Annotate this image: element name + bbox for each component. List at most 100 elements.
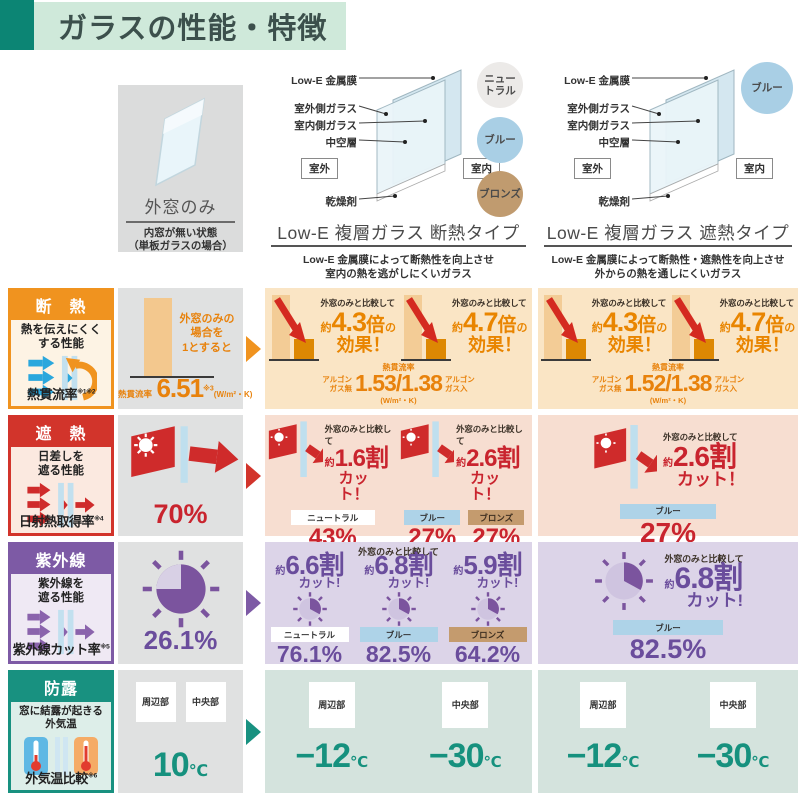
metric-label: 外気温比較※6 bbox=[25, 771, 97, 786]
cut-value: 約6.8割 bbox=[664, 561, 744, 595]
uvalue-unit: (W/m²・K) bbox=[380, 396, 417, 405]
center-label: 中央部 bbox=[185, 682, 226, 722]
uvalue-value: 1.53/1.38 bbox=[355, 370, 443, 397]
uv-sun-pie-icon bbox=[142, 550, 220, 628]
label-outer-glass: 室外側ガラス bbox=[567, 103, 630, 115]
compare-note: 外窓のみと比較して bbox=[663, 432, 738, 442]
cut-word: カット！ bbox=[677, 469, 745, 489]
single-glass-icon bbox=[155, 97, 205, 187]
temp-panel: 中央部 −30℃ bbox=[668, 670, 798, 793]
divider bbox=[544, 245, 792, 247]
baseline-temp: 10℃ bbox=[152, 746, 209, 784]
cut-panel: 外窓のみと比較して 約1.6割 カット！ ニュートラル 43% bbox=[267, 421, 399, 550]
metric-label: 日射熱取得率※4 bbox=[19, 514, 103, 529]
swatch-bronze: ブロンズ bbox=[477, 171, 523, 217]
baseline-value: 26.1% bbox=[143, 625, 218, 655]
baseline-cell-uv: 26.1% bbox=[118, 542, 243, 664]
row-header: 紫外線 bbox=[11, 545, 111, 574]
compare-note: 外窓のみと比較して bbox=[451, 298, 527, 308]
insulation-cell-insulation-type: 外窓のみと比較して 約4.3倍の 効果！ 外窓のみと比較して bbox=[265, 288, 532, 409]
label-outer-glass: 室外側ガラス bbox=[294, 103, 357, 115]
cut-word: カット！ bbox=[338, 469, 369, 504]
effect-word: 効果！ bbox=[607, 334, 662, 355]
temp-panel: 中央部 −30℃ bbox=[399, 670, 533, 793]
heat-shield-cell-shield-type: 外窓のみと比較して 約2.6割 カット！ ブルー 27% bbox=[538, 415, 798, 547]
color-pill-bronze: ブロンズ bbox=[468, 510, 525, 526]
cut-value: 約5.9割 bbox=[453, 550, 522, 580]
bar-drop-icon bbox=[400, 295, 451, 361]
swatch-blue: ブルー bbox=[477, 117, 523, 163]
uv-sun-pie-icon bbox=[470, 592, 505, 626]
insulation-type-title: Low-E 複層ガラス 断熱タイプ bbox=[277, 223, 520, 243]
row-desc: 紫外線を 遮る性能 bbox=[38, 578, 84, 605]
color-pill-neutral: ニュートラル bbox=[290, 510, 375, 526]
double-glass-diagram bbox=[358, 69, 462, 202]
baseline-bar bbox=[144, 298, 172, 376]
result-value: 64.2% bbox=[454, 641, 521, 668]
effect-panel: 外窓のみと比較して 約4.7倍の 効果！ bbox=[668, 293, 795, 369]
baseline-column-header: 外窓のみ 内窓が無い状態 （単板ガラスの場合） bbox=[118, 85, 243, 252]
insulation-type-desc: Low-E 金属膜によって断熱性を向上させ 室内の熱を逃がしにくいガラス bbox=[302, 254, 495, 281]
edge-label: 周辺部 bbox=[135, 682, 176, 722]
bar-drop-icon bbox=[668, 295, 719, 361]
effect-panel: 外窓のみと比較して 約4.7倍の 効果！ bbox=[400, 293, 528, 369]
compare-note: 外窓のみと比較して bbox=[664, 553, 744, 564]
insulation-icon bbox=[28, 355, 97, 401]
arrow-right-icon bbox=[246, 590, 261, 616]
swatch-neutral: ニュー トラル bbox=[477, 62, 523, 108]
divider bbox=[126, 221, 235, 223]
heat-shield-icon bbox=[27, 482, 95, 527]
argon-without-label: アルゴン ガス無 bbox=[591, 375, 622, 394]
temp-value: −12℃ bbox=[566, 737, 640, 775]
insulation-cell-shield-type: 外窓のみと比較して 約4.3倍の 効果！ 外窓のみと比較して bbox=[538, 288, 798, 409]
label-air-layer: 中空層 bbox=[598, 137, 631, 149]
baseline-value: 70% bbox=[153, 499, 208, 529]
divider bbox=[271, 245, 526, 247]
compare-note: 外窓のみと比較して bbox=[324, 424, 392, 446]
compare-note: 外窓のみと比較して bbox=[591, 298, 667, 308]
temp-value: −30℃ bbox=[428, 737, 502, 775]
argon-with-label: アルゴン ガス入 bbox=[444, 375, 475, 394]
sun-panel-icon bbox=[594, 425, 657, 489]
row-header: 断 熱 bbox=[11, 291, 111, 320]
cut-word: カット! bbox=[387, 576, 430, 591]
swatch-blue: ブルー bbox=[741, 62, 793, 114]
row-header: 防露 bbox=[11, 673, 111, 702]
row-desc: 窓に結露が起きる 外気温 bbox=[19, 705, 103, 731]
uv-sun-pie-icon bbox=[381, 592, 416, 626]
sun-panel-icon bbox=[131, 426, 239, 483]
bar-drop-icon bbox=[540, 295, 591, 361]
uv-cell-insulation-type: 外窓のみと比較して 約6.6割 カット! bbox=[265, 542, 532, 668]
row-desc: 日差しを 遮る性能 bbox=[38, 451, 84, 478]
result: ブルー 27% bbox=[620, 501, 716, 547]
label-lowe-film: Low-E 金属膜 bbox=[291, 75, 357, 87]
cut-panel: 外窓のみと比較して 約2.6割 カット！ ブルー 27% ブロンズ 27% bbox=[399, 421, 531, 550]
page-title: ガラスの性能・特徴 bbox=[58, 13, 328, 45]
result-value: 82.5% bbox=[629, 634, 707, 664]
condensation-label-box: 防露 窓に結露が起きる 外気温 外気温比較※6 bbox=[8, 670, 114, 793]
label-desiccant: 乾燥剤 bbox=[325, 196, 358, 208]
insulation-label-box: 断 熱 熱を伝えにくく する性能 熱貫流率※1※2 bbox=[8, 288, 114, 409]
baseline-axis bbox=[130, 376, 214, 378]
effect-value: 約4.7倍の bbox=[451, 307, 528, 337]
arrow-right-icon bbox=[246, 462, 261, 489]
label-inner-glass: 室内側ガラス bbox=[567, 120, 630, 132]
color-pill-blue: ブルー bbox=[620, 503, 716, 519]
uvalue-value: 1.52/1.38 bbox=[624, 370, 713, 397]
uvalue-label: 熱貫流率 bbox=[651, 363, 684, 373]
edge-label: 周辺部 bbox=[308, 682, 355, 728]
heat-shield-cell-insulation-type: 外窓のみと比較して 約1.6割 カット！ ニュートラル 43% bbox=[265, 415, 532, 549]
temp-value: −12℃ bbox=[295, 737, 369, 775]
row-header: 遮 熱 bbox=[11, 418, 111, 447]
effect-value: 約4.3倍の bbox=[591, 307, 668, 337]
effect-word: 効果！ bbox=[336, 334, 391, 355]
temp-panel: 周辺部 −12℃ bbox=[538, 670, 668, 793]
condensation-cell-shield-type: 周辺部 −12℃ 中央部 −30℃ bbox=[538, 670, 798, 793]
row-insulation: 断 熱 熱を伝えにくく する性能 熱貫流率※1※2 bbox=[0, 288, 800, 409]
uvalue-unit: (W/m²・K) bbox=[649, 396, 687, 405]
color-pill-blue: ブルー bbox=[359, 627, 438, 643]
cut-value: 約6.8割 bbox=[364, 550, 433, 580]
uv-cell-shield-type: 外窓のみと比較して 約6.8割 カット! ブルー 82.5% bbox=[538, 542, 798, 664]
title-accent-square bbox=[0, 0, 34, 50]
